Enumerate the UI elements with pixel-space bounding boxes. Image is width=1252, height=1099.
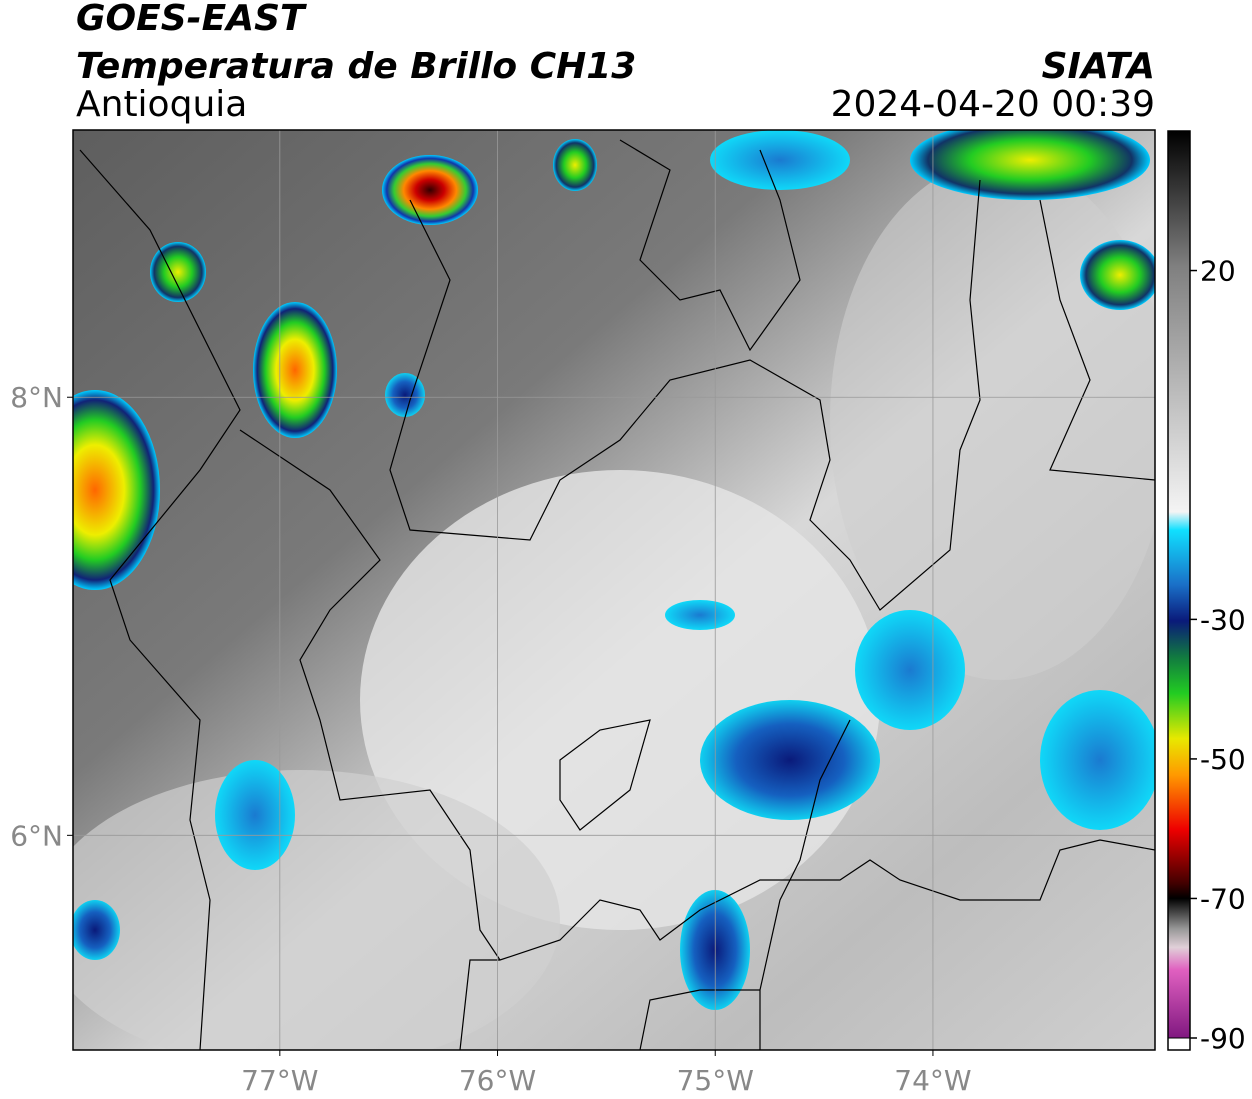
x-tick-label: 75°W (677, 1064, 754, 1097)
graticule (73, 130, 1155, 1050)
y-tick-label: 8°N (10, 381, 63, 414)
colorbar-frame (1167, 130, 1191, 1051)
colorbar-tick-label: -90 (1200, 1022, 1246, 1055)
title: GOES-EAST (76, 0, 307, 39)
colorbar-tick-label: -50 (1200, 743, 1246, 776)
colorbar-under (1167, 1037, 1191, 1051)
datetime: 2024-04-20 00:39 (831, 84, 1155, 125)
region: Antioquia (76, 84, 247, 125)
map-frame (72, 129, 1156, 1051)
colorbar (1168, 131, 1190, 1038)
x-tick-label: 77°W (241, 1064, 318, 1097)
y-tick-label: 6°N (10, 819, 63, 852)
satellite-image (73, 130, 1155, 1050)
x-tick-label: 76°W (459, 1064, 536, 1097)
colorbar-tick-label: -70 (1200, 882, 1246, 915)
colorbar-tick-label: 20 (1200, 255, 1236, 288)
x-tick-label: 74°W (894, 1064, 971, 1097)
colorbar-tick-label: -30 (1200, 603, 1246, 636)
source: SIATA (1042, 46, 1155, 87)
subtitle: Temperatura de Brillo CH13 (76, 46, 636, 87)
